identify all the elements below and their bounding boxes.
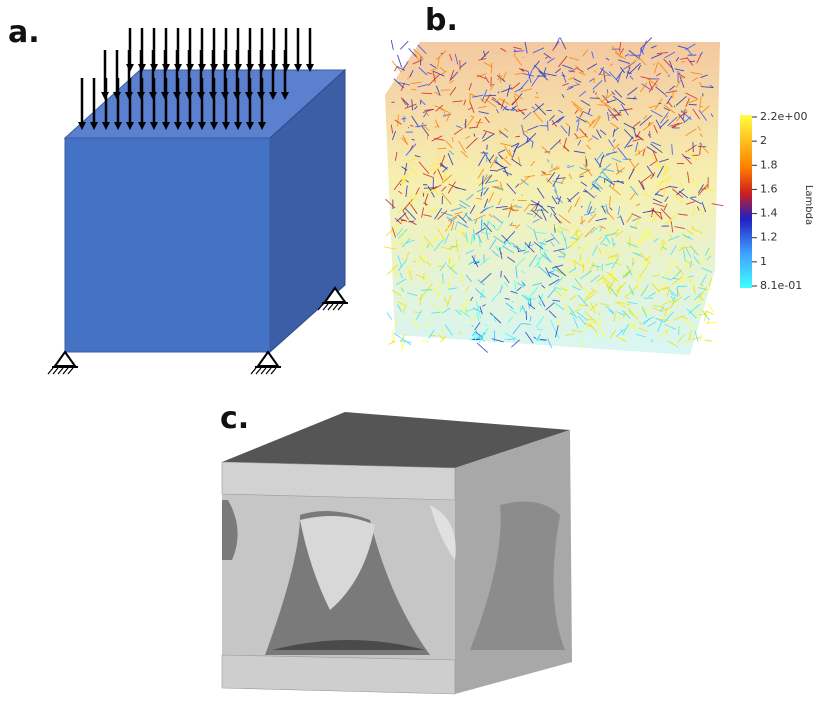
- panel-label: b.: [425, 3, 458, 38]
- mesh-edge: [705, 340, 712, 341]
- mesh-edge: [535, 97, 539, 98]
- mesh-edge: [465, 119, 466, 128]
- mesh-edge: [515, 136, 520, 137]
- mesh-edge: [422, 341, 429, 343]
- colorbar-tick-label: 8.1e-01: [760, 279, 802, 292]
- mesh-edge: [700, 106, 703, 107]
- mesh-edge: [438, 266, 442, 267]
- mesh-edge: [707, 322, 709, 323]
- panel-b: b. 2.2e+00 2 1.8 1.6 1.4 1.2 1 8.1e-01 Lambda: [384, 3, 813, 355]
- mesh-edge: [607, 89, 608, 92]
- colorbar-tick-label: 1: [760, 255, 767, 268]
- mesh-edge: [420, 100, 421, 105]
- colorbar-tick-label: 1.8: [760, 158, 778, 171]
- cube-front: [65, 138, 270, 352]
- mesh-edge: [678, 275, 679, 278]
- mesh-edge: [665, 263, 677, 264]
- hatch: [68, 368, 73, 374]
- mesh-edge: [583, 264, 584, 273]
- hatch: [328, 304, 333, 310]
- hatch: [58, 368, 63, 374]
- hatch: [256, 368, 261, 374]
- mesh-edge: [424, 273, 425, 280]
- mesh-edge: [441, 90, 451, 91]
- hatch: [323, 304, 328, 310]
- panel-label: a.: [8, 15, 40, 50]
- mesh-edge: [579, 248, 580, 249]
- colorbar-ticks: 2.2e+00 2 1.8 1.6 1.4 1.2 1 8.1e-01: [752, 110, 807, 292]
- mesh-edge: [387, 313, 392, 320]
- mesh-edge: [596, 92, 597, 95]
- mesh-edge: [391, 40, 393, 50]
- hatch: [338, 304, 343, 310]
- hatch: [266, 368, 271, 374]
- mesh-edge: [665, 96, 668, 97]
- mesh-edge: [689, 61, 695, 62]
- panel-a: a.: [8, 15, 348, 374]
- mesh-edge: [603, 333, 604, 335]
- mesh-edge: [509, 225, 516, 226]
- mesh-edge: [653, 306, 664, 307]
- mesh-edge: [394, 67, 397, 72]
- mesh-edge: [438, 148, 447, 149]
- mesh-edge: [485, 95, 496, 96]
- colorbar-tick-label: 1.2: [760, 231, 778, 244]
- mesh-edge: [691, 197, 697, 198]
- colorbar: [740, 115, 752, 288]
- hatch: [63, 368, 68, 374]
- hatch: [48, 368, 53, 374]
- mesh-edge: [442, 327, 443, 338]
- mesh-edge: [402, 243, 404, 244]
- mesh-edge: [597, 105, 605, 106]
- hatch: [53, 368, 58, 374]
- mesh-edge: [606, 219, 607, 220]
- plate-edge: [222, 462, 455, 500]
- mesh-edge: [389, 341, 396, 344]
- panel-c: c.: [220, 401, 572, 694]
- mesh-edge: [393, 330, 394, 341]
- colorbar-tick-label: 2: [760, 134, 767, 147]
- mesh-edge: [612, 244, 615, 245]
- mesh-edge: [401, 338, 411, 345]
- mesh-edge: [491, 77, 492, 87]
- mesh-edge: [477, 343, 488, 353]
- mesh-edge: [491, 63, 492, 74]
- hatch: [333, 304, 338, 310]
- figure: a. b. 2.2e+00 2 1.8 1.6 1.4 1.2 1 8.1e-01 Lambd…: [0, 0, 813, 702]
- mesh-edge: [421, 93, 432, 94]
- support: [55, 352, 75, 366]
- mesh-edge: [474, 339, 480, 340]
- support: [258, 352, 278, 366]
- mesh-edge: [421, 290, 432, 291]
- colorbar-tick-label: 1.6: [760, 182, 778, 195]
- mesh-edge: [590, 98, 600, 99]
- base-edge: [222, 655, 455, 694]
- hatch: [261, 368, 266, 374]
- mesh-edge: [401, 341, 403, 347]
- colorbar-title: Lambda: [803, 185, 813, 225]
- colorbar-tick-label: 2.2e+00: [760, 110, 807, 123]
- mesh-edge: [486, 324, 487, 326]
- colorbar-tick-label: 1.4: [760, 207, 778, 220]
- mesh-edge: [400, 41, 408, 49]
- hatch: [271, 368, 276, 374]
- mesh-edge: [708, 304, 714, 312]
- panel-label: c.: [220, 401, 249, 436]
- hatch: [251, 368, 256, 374]
- mesh-edge: [397, 55, 401, 67]
